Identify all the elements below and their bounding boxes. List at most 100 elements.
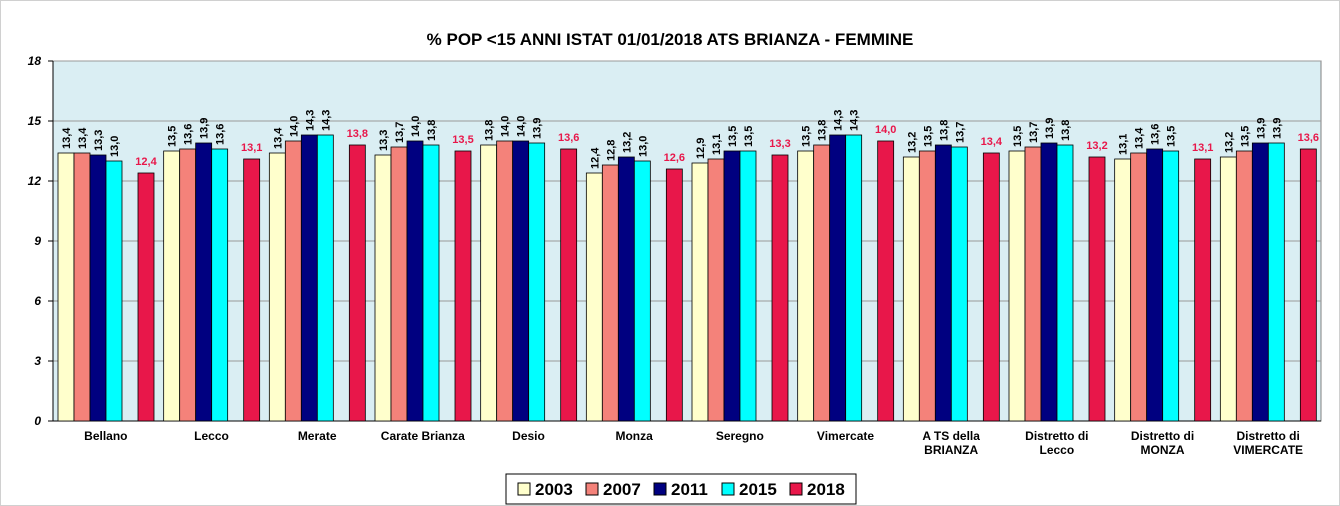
bar [1219,156,1237,422]
bar [89,154,107,422]
bar [813,144,831,422]
bar [1162,150,1180,422]
bar [163,150,181,422]
data-label: 13,9 [1255,118,1267,139]
data-label: 14,0 [410,116,422,137]
bar [454,150,472,422]
data-label: 14,0 [516,116,528,137]
data-label: 13,9 [532,118,544,139]
bar [1114,158,1132,422]
x-tick-label: Desio [512,429,545,443]
x-tick-label: Carate Brianza [380,429,465,443]
bar [480,144,498,422]
bar [723,150,741,422]
data-label: 13,6 [1150,124,1162,145]
bar [982,152,1000,422]
bar [528,142,546,422]
bar [1040,142,1058,422]
data-label: 13,1 [1118,134,1130,155]
data-label: 13,7 [954,122,966,143]
data-label: 14,3 [304,110,316,131]
data-label: 13,2 [906,132,918,153]
x-tick-label: Distretto di MONZA [1130,429,1195,457]
data-label: 13,8 [484,120,496,141]
bar [348,144,366,422]
bar [390,146,408,422]
data-label: 13,4 [77,127,89,149]
data-label: 13,3 [769,138,790,150]
bar [105,160,123,422]
legend-label: 2003 [535,480,573,499]
bar [300,134,318,422]
x-tick-label: Distretto di VIMERCATE [1233,429,1304,457]
x-tick-label: A TS della BRIANZA [922,429,980,457]
x-tick-label: Lecco [194,429,229,443]
bar [1251,142,1269,422]
bar [1299,148,1317,422]
data-label: 13,5 [452,134,473,146]
bar [1194,158,1212,422]
data-label: 13,8 [347,128,368,140]
bar [179,148,197,422]
bar [1267,142,1285,422]
bar [950,146,968,422]
bar [633,160,651,422]
bar [1130,152,1148,422]
bar [1056,144,1074,422]
y-tick-label: 0 [34,414,41,428]
data-label: 13,4 [61,127,73,149]
data-label: 13,4 [1134,127,1146,149]
x-tick-label: Bellano [84,429,128,443]
bar [73,152,91,422]
data-label: 13,1 [711,134,723,155]
data-label: 13,6 [1298,132,1319,144]
bar [512,140,530,422]
bar [665,168,683,422]
bar [691,162,709,422]
data-label: 13,5 [922,126,934,147]
bar [57,152,75,422]
y-tick-label: 9 [34,234,41,248]
data-label: 14,0 [500,116,512,137]
bar [284,140,302,422]
data-label: 13,5 [1239,126,1251,147]
x-tick-label: Merate [297,429,337,443]
y-tick-label: 15 [28,114,42,128]
bar [496,140,514,422]
data-label: 12,9 [695,138,707,159]
data-label: 14,3 [320,110,332,131]
data-label: 13,3 [93,130,105,151]
data-label: 13,1 [1192,142,1213,154]
data-label: 14,3 [849,110,861,131]
x-tick-label: Distretto di Lecco [1025,429,1089,457]
bar [902,156,920,422]
bar [316,134,334,422]
data-label: 14,0 [875,124,896,136]
data-label: 13,0 [109,136,121,157]
data-label: 13,3 [378,130,390,151]
bar [601,164,619,422]
data-label: 12,6 [664,152,685,164]
bar [617,156,635,422]
data-label: 13,8 [1060,120,1072,141]
legend-swatch [517,482,531,496]
legend-swatch [789,482,803,496]
chart-title: % POP <15 ANNI ISTAT 01/01/2018 ATS BRIA… [427,30,914,49]
bar [934,144,952,422]
data-label: 13,7 [1028,122,1040,143]
legend-swatch [653,482,667,496]
data-label: 13,6 [215,124,227,145]
data-label: 13,7 [394,122,406,143]
bar [845,134,863,422]
bar [1146,148,1164,422]
y-tick-label: 3 [34,354,41,368]
y-tick-label: 12 [28,174,42,188]
legend-swatch [585,482,599,496]
bar [406,140,424,422]
data-label: 12,8 [605,140,617,161]
bar [137,172,155,422]
bar [797,150,815,422]
bar [1088,156,1106,422]
